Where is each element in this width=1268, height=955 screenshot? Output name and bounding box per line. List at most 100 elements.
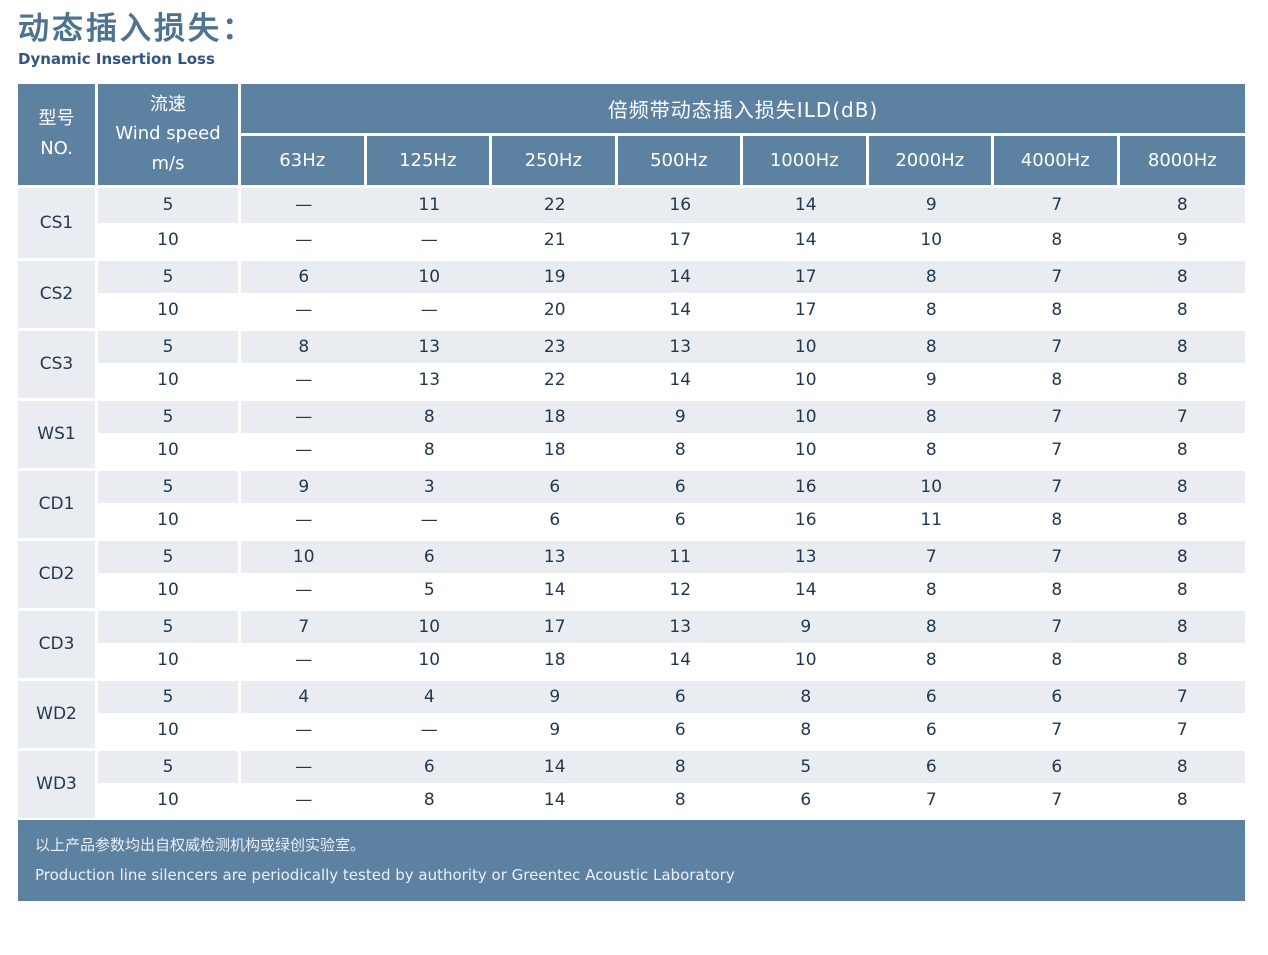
dil-value-cell: — — [241, 572, 367, 608]
dil-value-cell: 22 — [492, 362, 618, 398]
footer-line-zh: 以上产品参数均出自权威检测机构或绿创实验室。 — [35, 835, 366, 854]
dil-value-cell: 6 — [994, 747, 1120, 783]
dil-value-cell: 8 — [1119, 362, 1246, 398]
dil-value-cell: 8 — [1119, 747, 1246, 783]
model-cell-wd3: WD3 — [18, 747, 98, 818]
dil-value-cell: 14 — [617, 642, 743, 678]
table-row-cd1-10: 10— —6 6 16 11 8 8 — [18, 502, 1246, 538]
dil-value-cell: — — [241, 642, 367, 678]
col-header-wind-zh: 流速 — [150, 93, 186, 115]
page-subtitle: Dynamic Insertion Loss — [18, 49, 215, 68]
dil-value-cell: 5 — [366, 572, 492, 608]
dil-value-cell: — — [366, 222, 492, 258]
wind-speed-cell: 5 — [98, 677, 241, 713]
dil-value-cell: 13 — [617, 327, 743, 363]
dil-value-cell: — — [241, 712, 367, 748]
table-row-wd3-5: WD3 5—6 14 8 5 6 6 8 — [18, 747, 1246, 818]
wind-speed-cell: 10 — [98, 292, 241, 328]
col-header-freq-63hz: 63Hz — [241, 135, 367, 188]
dil-value-cell: 16 — [743, 502, 869, 538]
dil-value-cell: 17 — [743, 257, 869, 293]
wind-speed-cell: 10 — [98, 222, 241, 258]
dil-value-cell: 8 — [1119, 432, 1246, 468]
dil-value-cell: 7 — [1119, 397, 1246, 433]
col-header-freq-500hz: 500Hz — [617, 135, 743, 188]
col-header-ild-banner: 倍频带动态插入损失ILD(dB) — [241, 83, 1246, 136]
dil-value-cell: 6 — [617, 712, 743, 748]
dil-value-cell: — — [241, 187, 367, 223]
dil-value-cell: 8 — [994, 362, 1120, 398]
dil-value-cell: 8 — [241, 327, 367, 363]
dil-value-cell: 17 — [492, 607, 618, 643]
model-cell-cd1: CD1 — [18, 467, 98, 538]
dil-value-cell: 13 — [743, 537, 869, 573]
dil-value-cell: 8 — [994, 642, 1120, 678]
dil-value-cell: 10 — [241, 537, 367, 573]
dil-value-cell: 8 — [366, 432, 492, 468]
wind-speed-cell: 5 — [98, 257, 241, 293]
dil-value-cell: 7 — [994, 257, 1120, 293]
dil-value-cell: 14 — [492, 782, 618, 818]
dil-value-cell: 10 — [366, 607, 492, 643]
dil-value-cell: 18 — [492, 432, 618, 468]
dil-value-cell: 6 — [617, 502, 743, 538]
dil-value-cell: 6 — [994, 677, 1120, 713]
dil-value-cell: 6 — [492, 502, 618, 538]
dil-value-cell: — — [241, 747, 367, 783]
dil-value-cell: 16 — [743, 467, 869, 503]
dil-value-cell: 14 — [617, 362, 743, 398]
dil-value-cell: 6 — [241, 257, 367, 293]
dil-value-cell: 10 — [743, 642, 869, 678]
dil-value-cell: 14 — [492, 572, 618, 608]
dil-value-cell: 14 — [743, 222, 869, 258]
dil-value-cell: — — [241, 502, 367, 538]
dil-value-cell: 7 — [1119, 677, 1246, 713]
dil-value-cell: 6 — [617, 467, 743, 503]
dil-value-cell: 3 — [366, 467, 492, 503]
dil-value-cell: 18 — [492, 642, 618, 678]
dil-value-cell: — — [366, 292, 492, 328]
dil-value-cell: 8 — [868, 327, 994, 363]
dil-value-cell: 7 — [994, 712, 1120, 748]
dil-value-cell: 10 — [868, 222, 994, 258]
dil-value-cell: 6 — [743, 782, 869, 818]
dil-value-cell: — — [241, 222, 367, 258]
table-row-cd2-10: 10—5 14 12 14 8 8 8 — [18, 572, 1246, 608]
dil-value-cell: — — [241, 432, 367, 468]
dil-value-cell: 7 — [994, 432, 1120, 468]
wind-speed-cell: 5 — [98, 327, 241, 363]
dil-value-cell: 14 — [743, 572, 869, 608]
dil-value-cell: 8 — [617, 747, 743, 783]
table-row-cd1-5: CD1 5 9 3 6 6 16 10 7 8 — [18, 467, 1246, 538]
dil-value-cell: 14 — [492, 747, 618, 783]
dil-value-cell: 10 — [743, 362, 869, 398]
wind-speed-cell: 5 — [98, 187, 241, 223]
table-body: CS1 5—11 22 16 14 9 7 8 10— —21 17 14 10 8 9 CS2 5 6 10 19 1… — [18, 187, 1246, 818]
dil-value-cell: 16 — [617, 187, 743, 223]
dil-value-cell: — — [366, 502, 492, 538]
dil-value-cell: 10 — [743, 397, 869, 433]
dil-value-cell: 6 — [868, 747, 994, 783]
dil-value-cell: 8 — [994, 292, 1120, 328]
table-row-cd3-10: 10—10 18 14 10 8 8 8 — [18, 642, 1246, 678]
dil-value-cell: 18 — [492, 397, 618, 433]
dil-value-cell: — — [241, 397, 367, 433]
dil-value-cell: 8 — [868, 397, 994, 433]
wind-speed-cell: 10 — [98, 642, 241, 678]
dil-value-cell: 7 — [994, 537, 1120, 573]
table-header: 型号 NO. 流速 Wind speed m/s 倍频带动态插入损失ILD(dB… — [18, 83, 1246, 188]
col-header-wind-en: Wind speed — [115, 123, 221, 145]
dil-value-cell: 9 — [1119, 222, 1246, 258]
dil-value-cell: 9 — [492, 677, 618, 713]
model-cell-ws1: WS1 — [18, 397, 98, 468]
dil-value-cell: 8 — [1119, 327, 1246, 363]
model-cell-cs3: CS3 — [18, 327, 98, 398]
dil-value-cell: 5 — [743, 747, 869, 783]
dil-value-cell: 8 — [1119, 537, 1246, 573]
table-row-wd2-5: WD2 5 4 4 9 6 8 6 6 7 — [18, 677, 1246, 748]
dil-value-cell: 14 — [743, 187, 869, 223]
dil-value-cell: 10 — [868, 467, 994, 503]
dil-value-cell: 6 — [868, 677, 994, 713]
col-header-freq-1000hz: 1000Hz — [743, 135, 869, 188]
dil-value-cell: 10 — [743, 432, 869, 468]
